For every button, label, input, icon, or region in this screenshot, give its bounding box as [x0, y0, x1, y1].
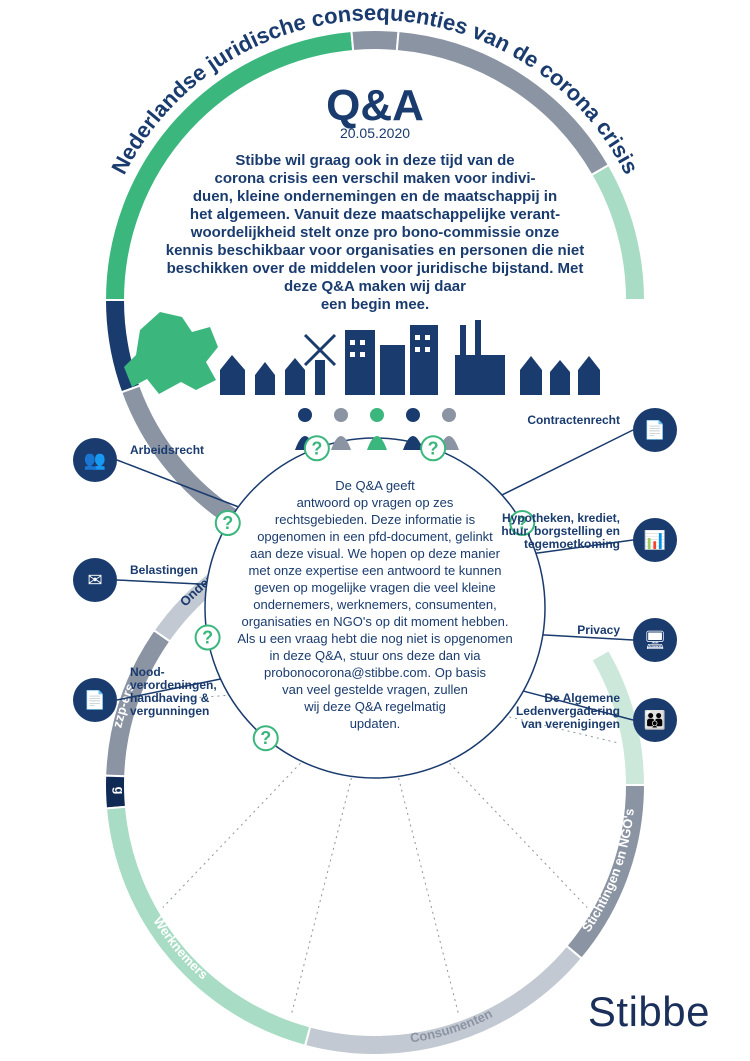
svg-text:huur, borgstelling en: huur, borgstelling en	[501, 524, 620, 538]
stibbe-logo: Stibbe	[588, 988, 710, 1036]
svg-text:De Q&A geeft: De Q&A geeft	[335, 478, 415, 493]
svg-text:geven op mogelijke vragen die: geven op mogelijke vragen die veel klein…	[254, 580, 495, 595]
svg-text:kennis beschikbaar voor organi: kennis beschikbaar voor organisaties en …	[166, 242, 584, 259]
svg-text:Ledenvergadering: Ledenvergadering	[516, 704, 620, 718]
svg-text:Contractenrecht: Contractenrecht	[527, 413, 620, 427]
svg-text:📄: 📄	[644, 419, 666, 440]
svg-text:organisaties en NGO's op dit m: organisaties en NGO's op dit moment hebb…	[242, 614, 509, 629]
svg-text:?: ?	[222, 513, 233, 533]
svg-text:?: ?	[428, 438, 439, 458]
svg-text:Als u een vraag hebt die nog n: Als u een vraag hebt die nog niet is opg…	[237, 631, 512, 646]
main-title: Q&A	[326, 81, 424, 130]
svg-text:Arbeidsrecht: Arbeidsrecht	[130, 443, 204, 457]
date: 20.05.2020	[340, 125, 410, 141]
svg-text:Belastingen: Belastingen	[130, 563, 198, 577]
svg-text:Werkgevers: Werkgevers	[0, 0, 127, 795]
svg-text:corona crisis een verschil mak: corona crisis een verschil maken voor in…	[215, 170, 536, 187]
svg-text:een begin mee.: een begin mee.	[321, 296, 429, 313]
svg-text:van veel gestelde vragen, zull: van veel gestelde vragen, zullen	[282, 682, 468, 697]
svg-text:deze Q&A maken wij daar: deze Q&A maken wij daar	[284, 278, 466, 295]
svg-text:handhaving &: handhaving &	[130, 691, 210, 705]
svg-text:?: ?	[311, 438, 322, 458]
svg-text:👥: 👥	[84, 450, 106, 470]
svg-text:aan deze visual. We hopen op d: aan deze visual. We hopen op deze manier	[250, 546, 500, 561]
svg-text:📊: 📊	[644, 529, 666, 550]
svg-text:opgenomen in een pfd-document,: opgenomen in een pfd-document, gelinkt	[257, 529, 493, 544]
svg-text:Privacy: Privacy	[577, 623, 620, 637]
svg-text:tegemoetkoming: tegemoetkoming	[524, 537, 620, 551]
svg-text:wij deze Q&A regelmatig: wij deze Q&A regelmatig	[303, 699, 446, 714]
svg-text:Stibbe wil graag ook in deze t: Stibbe wil graag ook in deze tijd van de	[235, 152, 514, 169]
svg-text:Hypotheken, krediet,: Hypotheken, krediet,	[502, 511, 620, 525]
svg-text:probonocorona@stibbe.com. Op b: probonocorona@stibbe.com. Op basis	[264, 665, 487, 680]
svg-text:rechtsgebieden. Deze informati: rechtsgebieden. Deze informatie is	[275, 512, 476, 527]
svg-text:antwoord op vragen op zes: antwoord op vragen op zes	[297, 495, 454, 510]
svg-text:met onze expertise een antwoor: met onze expertise een antwoord te kunne…	[249, 563, 502, 578]
svg-text:duen, kleine ondernemingen en: duen, kleine ondernemingen en de maatsch…	[193, 188, 557, 205]
svg-text:Nood-: Nood-	[130, 665, 165, 679]
svg-text:woordelijkheid stelt onze pro: woordelijkheid stelt onze pro bono-commi…	[190, 224, 559, 241]
svg-text:beschikken over de middelen vo: beschikken over de middelen voor juridis…	[167, 260, 584, 277]
svg-text:ondernemers, werknemers, consu: ondernemers, werknemers, consumenten,	[253, 597, 497, 612]
svg-text:in deze Q&A, stuur ons deze da: in deze Q&A, stuur ons deze dan via	[269, 648, 481, 663]
svg-text:📄: 📄	[84, 689, 106, 710]
svg-text:✉: ✉	[87, 570, 102, 590]
svg-text:?: ?	[202, 628, 213, 648]
svg-text:vergunningen: vergunningen	[130, 704, 209, 718]
svg-text:updaten.: updaten.	[350, 716, 401, 731]
svg-text:van verenigingen: van verenigingen	[521, 717, 620, 731]
svg-text:?: ?	[260, 728, 271, 748]
svg-text:De Algemene: De Algemene	[544, 691, 620, 705]
svg-text:🖥: 🖥	[644, 630, 667, 650]
svg-text:verordeningen,: verordeningen,	[130, 678, 217, 692]
svg-text:👪: 👪	[644, 709, 666, 730]
svg-text:het algemeen. Vanuit deze maat: het algemeen. Vanuit deze maatschappelij…	[190, 206, 560, 223]
infographic-svg: zzp-ersOndernemersWerkgeversWerknemersCo…	[0, 0, 750, 1061]
